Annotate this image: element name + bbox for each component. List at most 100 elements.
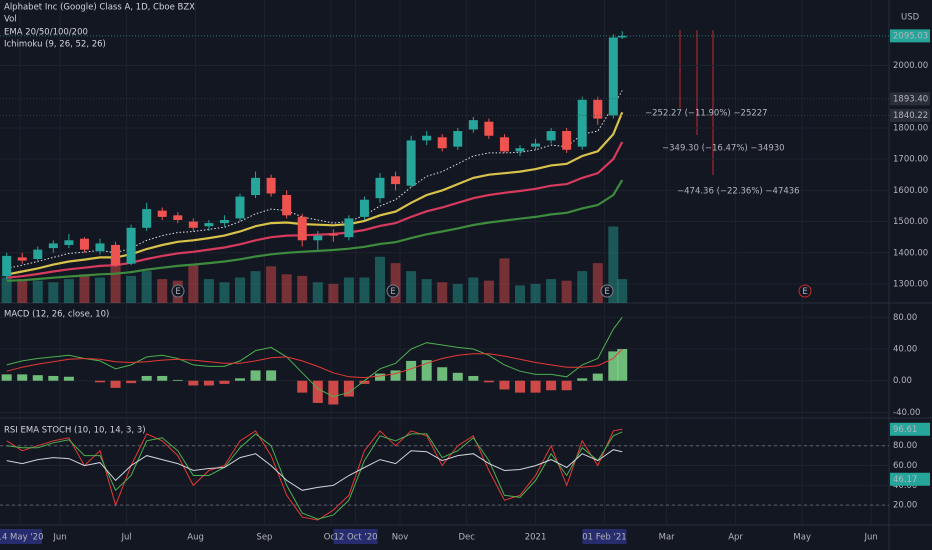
measure-label: −349.30 (−16.47%) −34930: [662, 144, 785, 154]
volume-bar: [266, 266, 277, 303]
macd-histogram: [188, 380, 199, 386]
candle-body: [484, 121, 494, 136]
macd-histogram: [63, 376, 74, 381]
volume-bar: [328, 283, 339, 303]
macd-histogram: [312, 380, 323, 403]
legend-ichimoku: Ichimoku (9, 26, 52, 26): [4, 40, 106, 50]
candle-body: [204, 223, 214, 227]
volume-bar: [483, 280, 494, 303]
price-label: 2095.03: [893, 31, 928, 41]
candle-body: [546, 131, 556, 141]
candle-body: [126, 227, 136, 264]
volume-bar: [110, 258, 121, 303]
x-tick-label: Jun: [52, 533, 66, 543]
y-tick-label: 1600.00: [893, 186, 928, 196]
y-tick-label: 80.00: [893, 313, 917, 323]
x-tick-label: Jul: [121, 533, 132, 543]
macd-histogram: [219, 380, 230, 384]
candle-body: [437, 137, 447, 149]
macd-histogram: [343, 380, 354, 397]
currency: USD: [901, 13, 920, 23]
macd-line: [6, 348, 623, 379]
candle-body: [142, 209, 152, 228]
x-tick-label: Oct: [324, 533, 339, 543]
macd-histogram: [172, 379, 183, 381]
macd-histogram: [608, 351, 619, 381]
ema-line: [6, 90, 623, 269]
y-tick-label: 1300.00: [893, 279, 928, 289]
earnings-label: E: [390, 287, 395, 297]
volume-bar: [126, 275, 137, 303]
macd-line: [6, 317, 623, 398]
candle-body: [375, 177, 385, 199]
volume-bar: [592, 263, 603, 303]
y-tick-label: 1500.00: [893, 217, 928, 227]
x-tick-highlight: [333, 529, 378, 544]
volume-bar: [530, 283, 541, 303]
volume-bar: [406, 271, 417, 303]
stoch-title: RSI EMA STOCH (10, 10, 14, 3, 3): [4, 426, 146, 436]
macd-histogram: [483, 380, 494, 383]
y-tick-label: 0.00: [893, 376, 912, 386]
value-label: 96.61: [893, 425, 917, 435]
candle-body: [95, 243, 105, 252]
macd-histogram: [110, 380, 121, 388]
candle-body: [608, 37, 618, 116]
candle-body: [359, 199, 369, 217]
value-label-bg: [890, 472, 930, 486]
price-label-bg: [890, 29, 930, 43]
macd-histogram: [266, 370, 277, 381]
volume-bar: [95, 277, 105, 303]
x-tick-label: Aug: [187, 533, 204, 543]
x-tick-label: Apr: [728, 533, 743, 543]
candle-body: [48, 243, 58, 249]
volume-bar: [577, 271, 588, 303]
candle-body: [266, 177, 276, 194]
macd-histogram: [250, 370, 261, 381]
macd-histogram: [359, 380, 370, 384]
candle-body: [33, 249, 43, 260]
volume-bar: [281, 274, 292, 303]
volume-bar: [141, 271, 152, 303]
earnings-marker: [798, 284, 812, 298]
macd-histogram: [421, 360, 432, 381]
candle-body: [453, 131, 463, 147]
earnings-label: E: [604, 287, 609, 297]
candle-body: [577, 99, 587, 147]
volume-bar: [546, 279, 557, 303]
value-label: 46.17: [893, 475, 917, 485]
macd-histogram: [592, 373, 603, 381]
x-tick-highlight: [0, 529, 42, 544]
candle-body: [531, 143, 541, 147]
candle-body: [219, 219, 229, 224]
volume-bar: [375, 256, 385, 303]
x-tick-label: 12 Oct '20: [334, 533, 378, 543]
candle-body: [593, 99, 603, 119]
price-label: 1840.22: [893, 111, 928, 121]
ema-line: [6, 179, 624, 282]
x-tick-label: 01 Feb '21: [582, 533, 626, 543]
legend-ema: EMA 20/50/100/200: [4, 28, 88, 38]
candle-body: [515, 148, 525, 152]
candle-body: [406, 140, 416, 186]
candle-body: [111, 244, 121, 266]
earnings-marker: [171, 284, 185, 298]
candle-body: [79, 238, 89, 250]
macd-histogram: [406, 360, 417, 381]
x-tick-label: May: [793, 533, 811, 543]
ema-line: [6, 111, 624, 276]
candle-body: [64, 240, 74, 245]
volume-bar: [312, 282, 323, 303]
macd-histogram: [157, 375, 168, 381]
macd-histogram: [499, 380, 510, 390]
stoch-line: [6, 428, 623, 521]
volume-bar: [79, 274, 90, 303]
volume-bar: [188, 264, 199, 303]
macd-histogram: [546, 380, 557, 391]
volume-bar: [203, 279, 214, 303]
volume-bar: [63, 279, 74, 303]
macd-histogram: [375, 373, 385, 381]
value-label-bg: [890, 422, 930, 436]
